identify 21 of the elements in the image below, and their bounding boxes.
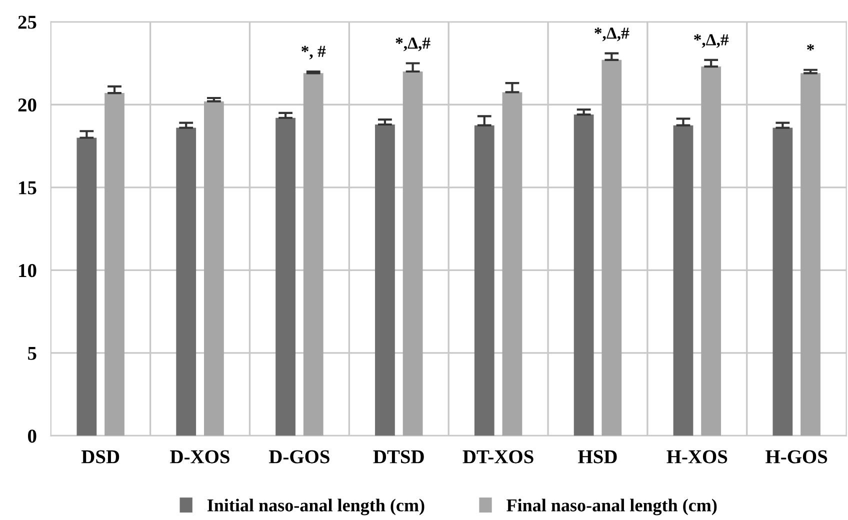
y-tick-label: 25 — [18, 16, 36, 29]
annotation: *,Δ,# — [694, 34, 729, 48]
legend-label: Final naso-anal length (cm) — [506, 498, 717, 516]
y-tick-label: 5 — [28, 346, 36, 360]
y-tick-label: 15 — [19, 181, 36, 194]
x-tick-label: DTSD — [373, 450, 424, 464]
annotation: *,Δ,# — [396, 38, 430, 52]
x-tick-label: D-GOS — [269, 450, 330, 464]
x-tick-label: DT-XOS — [462, 450, 534, 464]
x-tick-label: H-GOS — [766, 450, 828, 464]
y-tick-label: 20 — [18, 98, 36, 112]
y-tick-label: 0 — [28, 430, 36, 443]
y-tick-label: 10 — [19, 264, 36, 278]
x-tick-label: D-XOS — [170, 450, 230, 464]
legend-label: Initial naso-anal length (cm) — [207, 498, 424, 516]
annotation: *, # — [302, 46, 326, 60]
annotation: * — [807, 44, 814, 50]
x-tick-label: HSD — [578, 450, 617, 464]
x-tick-label: H-XOS — [666, 450, 728, 464]
x-tick-label: DSD — [81, 450, 120, 464]
annotation: *,Δ,# — [594, 28, 630, 42]
